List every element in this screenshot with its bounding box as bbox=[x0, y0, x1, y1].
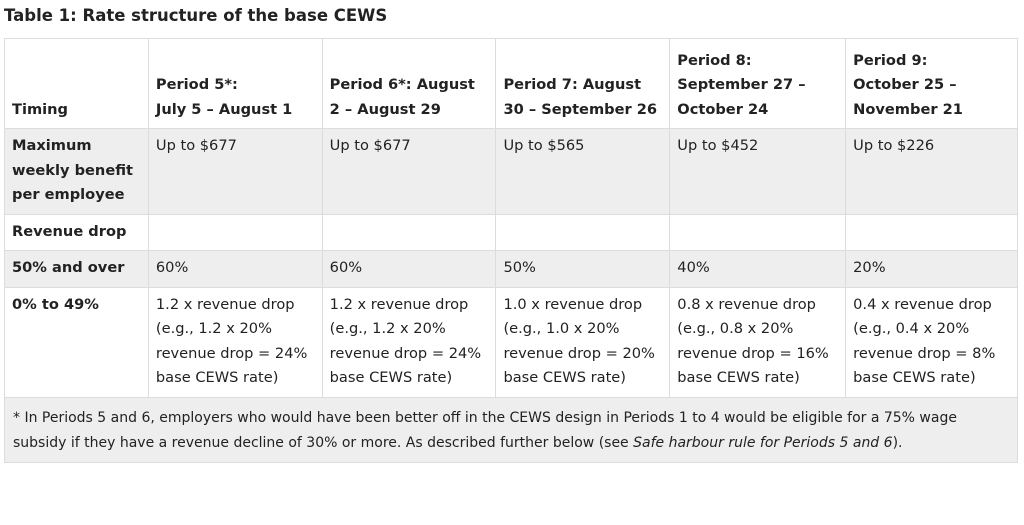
table-cell: Up to $565 bbox=[495, 128, 671, 215]
row-label: 0% to 49% bbox=[4, 286, 149, 398]
header-cell: Period 5*: July 5 – August 1 bbox=[147, 38, 323, 129]
table-cell: 20% bbox=[845, 250, 1018, 288]
row-label: Revenue drop bbox=[4, 213, 149, 251]
table-cell: Up to $452 bbox=[669, 128, 847, 215]
table-cell bbox=[495, 213, 671, 251]
table-row: Revenue drop bbox=[4, 213, 1018, 251]
header-cell: Period 6*: August 2 – August 29 bbox=[321, 38, 497, 129]
table-cell: 40% bbox=[669, 250, 847, 288]
table-cell bbox=[147, 213, 323, 251]
table-cell bbox=[669, 213, 847, 251]
footnote-link-text: Safe harbour rule for Periods 5 and 6 bbox=[633, 434, 893, 451]
footnote: * In Periods 5 and 6, employers who woul… bbox=[4, 396, 1018, 463]
table-row: Maximum weekly benefit per employee Up to… bbox=[4, 128, 1018, 215]
table-cell: 0.8 x revenue drop (e.g., 0.8 x 20% reve… bbox=[669, 286, 847, 398]
table-cell bbox=[321, 213, 497, 251]
header-cell: Period 7: August 30 – September 26 bbox=[495, 38, 671, 129]
table-cell: 1.2 x revenue drop (e.g., 1.2 x 20% reve… bbox=[321, 286, 497, 398]
rate-table: Timing Period 5*: July 5 – August 1 Period… bbox=[4, 38, 1018, 463]
table-cell bbox=[845, 213, 1018, 251]
table-cell: 60% bbox=[321, 250, 497, 288]
header-row: Timing Period 5*: July 5 – August 1 Period… bbox=[4, 38, 1018, 129]
table-row: 0% to 49% 1.2 x revenue drop (e.g., 1.2 x… bbox=[4, 286, 1018, 398]
header-cell: Timing bbox=[4, 38, 149, 129]
footnote-text: ). bbox=[892, 434, 903, 451]
table-title: Table 1: Rate structure of the base CEWS bbox=[4, 6, 388, 25]
header-cell: Period 9: October 25 – November 21 bbox=[845, 38, 1018, 129]
footnote-text: * In Periods 5 and 6, employers who woul… bbox=[13, 409, 957, 451]
table-cell: Up to $677 bbox=[147, 128, 323, 215]
table-cell: 0.4 x revenue drop (e.g., 0.4 x 20% reve… bbox=[845, 286, 1018, 398]
header-cell: Period 8: September 27 – October 24 bbox=[669, 38, 847, 129]
row-label: 50% and over bbox=[4, 250, 149, 288]
table-cell: 1.0 x revenue drop (e.g., 1.0 x 20% reve… bbox=[495, 286, 671, 398]
table-cell: 60% bbox=[147, 250, 323, 288]
table-row: 50% and over 60% 60% 50% 40% 20% bbox=[4, 250, 1018, 288]
footnote-row: * In Periods 5 and 6, employers who woul… bbox=[4, 396, 1018, 463]
table-cell: Up to $677 bbox=[321, 128, 497, 215]
table-cell: Up to $226 bbox=[845, 128, 1018, 215]
table-cell: 1.2 x revenue drop (e.g., 1.2 x 20% reve… bbox=[147, 286, 323, 398]
table-cell: 50% bbox=[495, 250, 671, 288]
row-label: Maximum weekly benefit per employee bbox=[4, 128, 149, 215]
